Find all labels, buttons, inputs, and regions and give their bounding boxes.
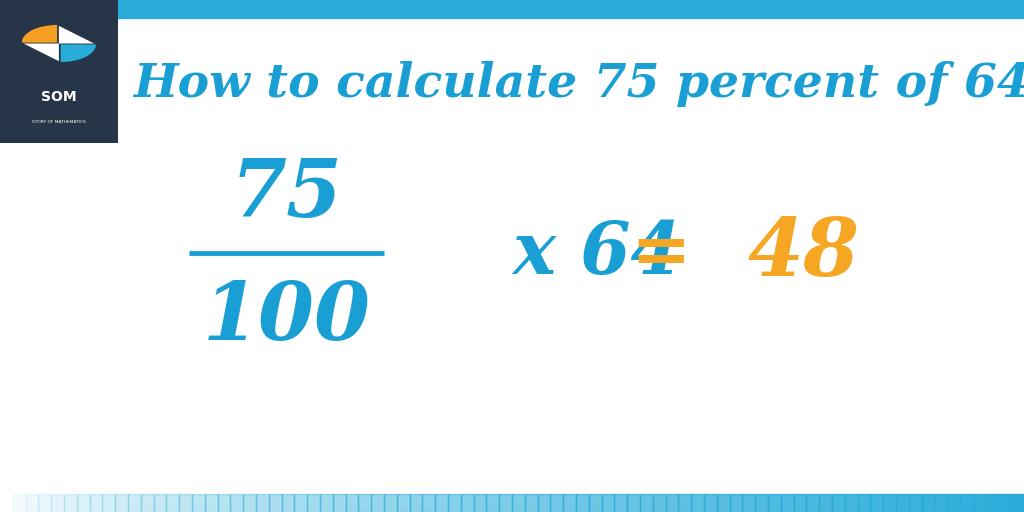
- Bar: [358, 494, 371, 512]
- Bar: [166, 494, 179, 512]
- Bar: [307, 494, 319, 512]
- Bar: [102, 494, 115, 512]
- Bar: [179, 494, 193, 512]
- Bar: [780, 494, 794, 512]
- Bar: [524, 494, 538, 512]
- Bar: [627, 494, 640, 512]
- Bar: [193, 494, 205, 512]
- Bar: [26, 494, 39, 512]
- Bar: [346, 494, 358, 512]
- Bar: [831, 494, 845, 512]
- Bar: [883, 494, 896, 512]
- Bar: [51, 494, 63, 512]
- Bar: [512, 494, 524, 512]
- Bar: [244, 494, 256, 512]
- Bar: [128, 494, 141, 512]
- Polygon shape: [59, 26, 94, 44]
- Wedge shape: [22, 25, 57, 42]
- Bar: [538, 494, 551, 512]
- Bar: [282, 494, 295, 512]
- Bar: [500, 494, 512, 512]
- Bar: [717, 494, 729, 512]
- Bar: [449, 494, 461, 512]
- Bar: [768, 494, 780, 512]
- Bar: [691, 494, 705, 512]
- Bar: [870, 494, 883, 512]
- Bar: [614, 494, 627, 512]
- Text: x 64: x 64: [512, 218, 681, 289]
- Bar: [794, 494, 807, 512]
- Bar: [0, 0, 1024, 18]
- Bar: [0, 0, 118, 143]
- Bar: [205, 494, 217, 512]
- Bar: [230, 494, 244, 512]
- Text: 100: 100: [203, 279, 371, 356]
- Bar: [0, 494, 12, 512]
- Bar: [256, 494, 268, 512]
- Bar: [410, 494, 422, 512]
- Bar: [653, 494, 666, 512]
- Bar: [742, 494, 756, 512]
- Bar: [295, 494, 307, 512]
- Text: How to calculate 75 percent of 64 ?: How to calculate 75 percent of 64 ?: [133, 61, 1024, 108]
- Polygon shape: [24, 44, 59, 61]
- Text: 48: 48: [748, 215, 859, 292]
- Bar: [384, 494, 397, 512]
- Bar: [435, 494, 449, 512]
- Bar: [973, 494, 985, 512]
- Bar: [819, 494, 831, 512]
- Bar: [602, 494, 614, 512]
- Bar: [705, 494, 717, 512]
- Bar: [115, 494, 128, 512]
- Bar: [551, 494, 563, 512]
- Bar: [268, 494, 282, 512]
- Bar: [807, 494, 819, 512]
- Bar: [1012, 494, 1024, 512]
- Bar: [729, 494, 742, 512]
- Bar: [640, 494, 653, 512]
- Bar: [461, 494, 473, 512]
- Text: SOM: SOM: [41, 90, 77, 104]
- Wedge shape: [60, 45, 96, 62]
- Bar: [77, 494, 90, 512]
- Bar: [998, 494, 1012, 512]
- Bar: [141, 494, 154, 512]
- Bar: [934, 494, 947, 512]
- Bar: [217, 494, 230, 512]
- Bar: [575, 494, 589, 512]
- Bar: [756, 494, 768, 512]
- Bar: [371, 494, 384, 512]
- Bar: [90, 494, 102, 512]
- Text: 75: 75: [230, 156, 343, 233]
- Bar: [947, 494, 961, 512]
- Bar: [39, 494, 51, 512]
- Bar: [63, 494, 77, 512]
- Bar: [845, 494, 858, 512]
- Bar: [858, 494, 870, 512]
- Bar: [666, 494, 678, 512]
- Bar: [473, 494, 486, 512]
- Bar: [589, 494, 602, 512]
- Bar: [397, 494, 410, 512]
- Bar: [678, 494, 691, 512]
- Bar: [909, 494, 922, 512]
- Text: =: =: [630, 218, 691, 289]
- Bar: [985, 494, 998, 512]
- Bar: [896, 494, 909, 512]
- Text: STORY OF MATHEMATICS: STORY OF MATHEMATICS: [32, 120, 86, 124]
- Bar: [333, 494, 346, 512]
- Bar: [422, 494, 435, 512]
- Bar: [486, 494, 500, 512]
- Bar: [12, 494, 26, 512]
- Bar: [154, 494, 166, 512]
- Bar: [922, 494, 934, 512]
- Bar: [961, 494, 973, 512]
- Bar: [319, 494, 333, 512]
- Bar: [563, 494, 575, 512]
